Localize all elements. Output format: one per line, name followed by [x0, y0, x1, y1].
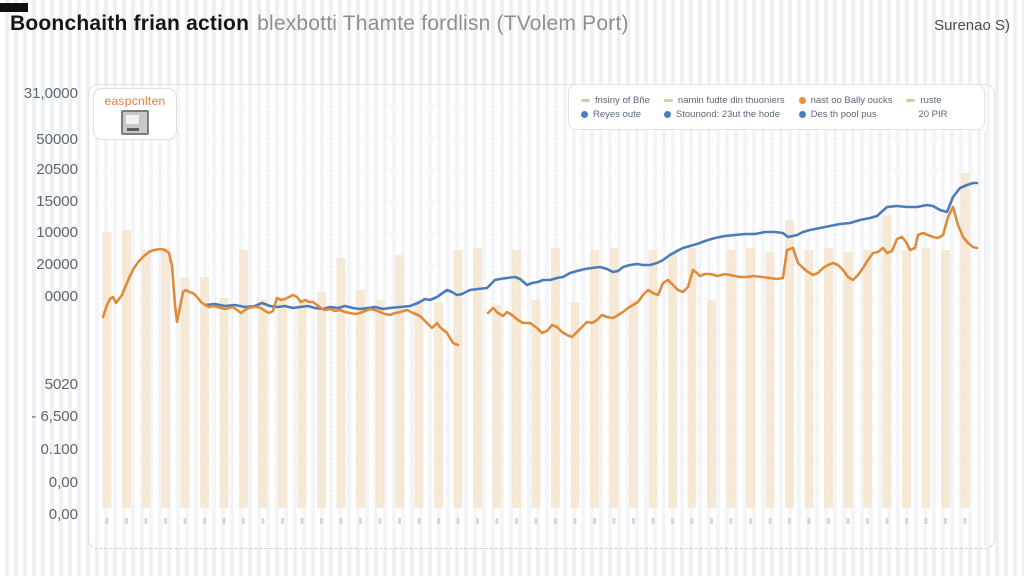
legend-label: Reyes oute — [593, 108, 642, 120]
y-axis-label: 0000 — [44, 288, 78, 305]
header-right-label: Surenao S) — [934, 17, 1010, 34]
legend-label: nast oo Bally oucks — [810, 94, 893, 106]
y-axis-label: - 6,500 — [31, 408, 78, 425]
legend-dash-icon — [581, 98, 590, 102]
y-axis: 31,0000 50000 20500 15000 10000 20000 0000 5020… — [0, 0, 80, 576]
y-axis-label: 15000 — [36, 193, 78, 210]
chip-label: easpcnlten — [104, 93, 166, 108]
page-title: Boonchaith frian action — [10, 12, 250, 35]
y-axis-label: 0.100 — [40, 441, 78, 458]
legend-label: frisiny of Bñe — [595, 94, 650, 106]
legend-dot-icon — [798, 110, 806, 118]
chart-card — [88, 84, 995, 549]
legend-item[interactable]: Stounond: 23ut the hode — [663, 108, 785, 120]
series-filter-chip[interactable]: easpcnlten — [93, 88, 177, 140]
legend-dot-icon — [663, 110, 671, 118]
y-axis-label: 0,00 — [48, 474, 78, 491]
legend-label: namin fudte din thuoniers — [677, 94, 785, 106]
page-subtitle: blexbotti Thamte fordlisn (TVolem Port) — [257, 12, 629, 35]
image-icon — [121, 109, 149, 135]
legend-label: Des th pool pus — [810, 108, 877, 120]
legend-label: ruste — [920, 94, 942, 106]
legend-item[interactable]: Reyes oute — [581, 109, 650, 120]
legend-dash-icon — [663, 98, 673, 102]
legend-item[interactable]: namin fudte din thuoniers — [663, 94, 785, 106]
y-axis-label: 31,0000 — [23, 85, 78, 102]
y-axis-label: 50000 — [36, 131, 78, 148]
y-axis-label: 0,00 — [48, 506, 78, 523]
scan-artifact-mark — [0, 3, 28, 12]
legend-label: Stounond: 23ut the hode — [675, 108, 780, 120]
y-axis-label: 20000 — [36, 256, 78, 273]
legend-label: 20 PIR — [918, 108, 948, 120]
legend-dash-icon — [906, 98, 916, 102]
chart-header: Boonchaith frian action blexbotti Thamte… — [10, 12, 1014, 48]
y-axis-label: 10000 — [36, 224, 78, 241]
legend-dot-icon — [798, 96, 806, 104]
legend-dot-icon — [581, 110, 588, 118]
legend-item[interactable]: 20 PIR — [906, 109, 947, 120]
legend-item[interactable]: Des th pool pus — [798, 108, 893, 120]
legend-item[interactable]: nast oo Bally oucks — [798, 94, 893, 106]
legend-item[interactable]: ruste — [906, 95, 947, 106]
y-axis-label: 5020 — [44, 376, 78, 393]
legend-item[interactable]: frisiny of Bñe — [581, 95, 650, 106]
chart-legend: frisiny of Bñe Reyes oute namin fudte din … — [568, 84, 985, 130]
y-axis-label: 20500 — [36, 161, 78, 178]
